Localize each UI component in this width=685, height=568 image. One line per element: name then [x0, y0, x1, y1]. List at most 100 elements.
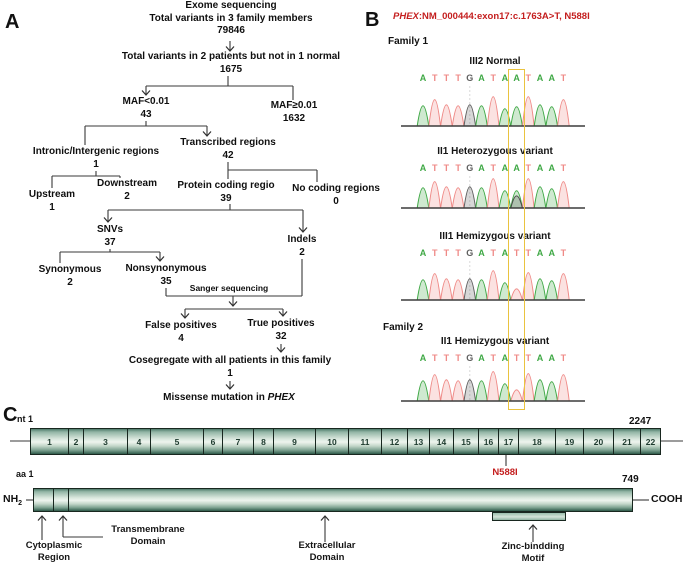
trace-peak [463, 104, 477, 127]
chromatogram-title: II1 Hemizygous variant [440, 336, 550, 347]
domain-label-line: Transmembrane [111, 524, 185, 535]
domain-label-line: Cytoplasmic [25, 540, 83, 551]
trace-peak [486, 371, 500, 402]
trace-peak [545, 280, 559, 301]
flow-node-text: False positives [145, 320, 217, 331]
flow-node-indels: Indels 2 [288, 234, 317, 259]
flow-node-true-positives: True positives 32 [247, 318, 314, 343]
trace-peak [463, 278, 477, 301]
exon-box: 12 [382, 429, 408, 454]
exon-box: 14 [430, 429, 454, 454]
chromatogram-title: III2 Normal [469, 56, 521, 67]
flow-node-value: 2 [67, 276, 73, 288]
base-letter: T [490, 163, 496, 173]
family-1-label: Family 1 [388, 36, 429, 47]
exon-box: 10 [316, 429, 349, 454]
flow-node-value: 39 [220, 192, 232, 204]
exon-box: 9 [274, 429, 316, 454]
trace-peak [545, 381, 559, 402]
domain-label-line: Domain [130, 536, 166, 547]
base-letter: A [513, 163, 520, 173]
flow-node-maf-ge: MAF≥0.01 1632 [271, 100, 318, 125]
flow-node-text: Total variants in 2 patients but not in … [121, 51, 341, 62]
base-letter: G [466, 163, 474, 173]
variant-notation: :NM_000444:exon17:c.1763A>T, N588I [418, 11, 590, 22]
flow-node-maf-lt: MAF<0.01 43 [123, 96, 170, 121]
base-letter: T [490, 353, 496, 363]
trace-peak [545, 106, 559, 127]
flow-node-upstream: Upstream 1 [29, 189, 75, 214]
base-letter: A [501, 163, 509, 173]
domain-label-line: Domain [309, 552, 345, 563]
domain-label-line: Extracellular [298, 540, 356, 551]
flow-node-value: 1 [93, 158, 99, 170]
cooh-label: COOH [651, 493, 683, 505]
flow-node-text: Nonsynonymous [125, 263, 207, 274]
base-letter: T [431, 353, 438, 363]
nh2-subscript: 2 [18, 500, 23, 508]
flow-node-value: 42 [222, 149, 234, 161]
gene-name: PHEX [267, 392, 295, 403]
flow-node-cosegregate: Cosegregate with all patients in this fa… [129, 355, 331, 380]
trace-peak [533, 379, 547, 402]
chromatogram-title: III1 Hemizygous variant [439, 231, 551, 242]
flow-node-value: 1675 [219, 63, 243, 75]
flow-node-text: Indels [287, 234, 317, 245]
exon-box: 20 [584, 429, 614, 454]
trace-peak [428, 99, 442, 127]
trace-peak [486, 178, 500, 209]
trace-peak [475, 380, 488, 402]
exon-box: 19 [556, 429, 584, 454]
extracellular-domain-label: Extracellular Domain [298, 540, 355, 564]
flow-node-value: 1632 [282, 112, 306, 124]
base-letter: A [478, 73, 485, 83]
base-letter: T [455, 163, 461, 173]
panel-b-label: B [365, 9, 380, 31]
flow-node-text: SNVs [96, 224, 124, 235]
trace-peak [557, 181, 570, 209]
flow-node-intronic: Intronic/Intergenic regions 1 [33, 146, 159, 171]
base-letter: A [548, 73, 555, 83]
flow-node-synonymous: Synonymous 2 [39, 264, 102, 289]
chromatogram-trace [401, 261, 585, 301]
flow-node-text: Intronic/Intergenic regions [32, 146, 160, 157]
trace-peak [521, 96, 535, 127]
gene-name: PHEX [393, 11, 419, 22]
flow-node-text: Exome sequencing [185, 0, 277, 11]
exon-box: 16 [479, 429, 499, 454]
trace-peak [416, 187, 430, 209]
exon-box: 3 [84, 429, 128, 454]
chromatogram-trace [401, 176, 585, 209]
exon-box: 8 [254, 429, 274, 454]
base-letter: A [548, 353, 555, 363]
base-letter: A [513, 73, 520, 83]
flow-node-text: Transcribed regions [180, 137, 276, 148]
flow-node-value: 37 [104, 236, 116, 248]
flow-node-value: 35 [160, 275, 172, 287]
exon-box: 15 [454, 429, 479, 454]
trace-peak [475, 105, 488, 127]
base-letter: A [419, 163, 427, 173]
cytoplasmic-region-label: Cytoplasmic Region [26, 540, 83, 564]
variant-title: PHEX:NM_000444:exon17:c.1763A>T, N588I [393, 11, 590, 22]
flow-node-text: Missense mutation in PHEX [163, 392, 295, 405]
base-letter: A [536, 353, 544, 363]
nh2-main: NH [3, 493, 19, 505]
flow-node-protein-coding: Protein coding regio 39 [177, 180, 274, 205]
trace-peak [475, 187, 488, 209]
base-letter: T [525, 353, 532, 363]
trace-peak [416, 105, 430, 127]
aa-end-label: 749 [622, 474, 639, 485]
base-letter: A [501, 353, 509, 363]
nt-start-label: nt 1 [17, 414, 34, 424]
flow-node-text: MAF≥0.01 [270, 100, 318, 111]
base-letter: T [560, 163, 567, 173]
exon-box: 4 [128, 429, 151, 454]
panel-c-label: C [3, 404, 18, 426]
variant-highlight-box [508, 69, 525, 410]
